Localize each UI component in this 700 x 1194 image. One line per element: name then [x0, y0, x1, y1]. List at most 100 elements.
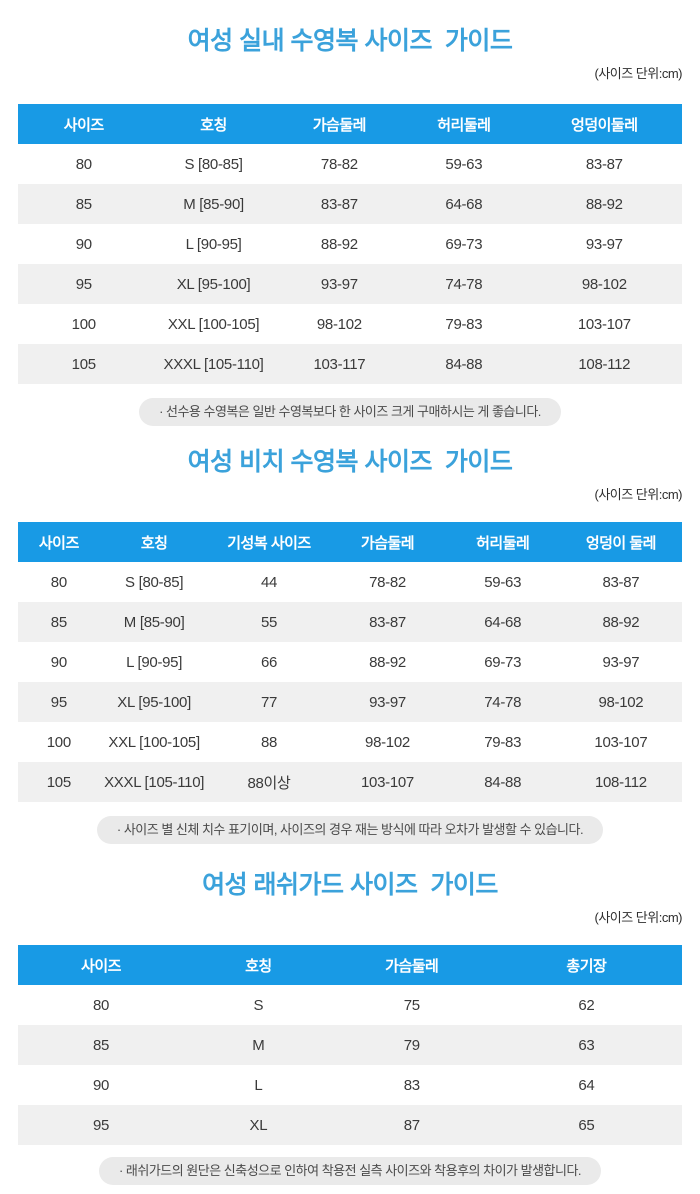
table-row: 95 XL [95-100] 77 93-97 74-78 98-102: [18, 682, 682, 722]
table-cell: 79-83: [445, 315, 483, 333]
table-cell: 78-82: [369, 573, 406, 591]
note-row: · 사이즈 별 신체 치수 표기이며, 사이즈의 경우 재는 방식에 따라 오차…: [0, 816, 700, 844]
table-cell: 85: [18, 184, 150, 224]
table-cell: 98-102: [559, 682, 682, 722]
note-pill: · 래쉬가드의 원단은 신축성으로 인하여 착용전 실측 사이즈와 착용후의 차…: [98, 1157, 602, 1185]
table-row: 80 S [80-85] 78-82 59-63 83-87: [18, 144, 682, 184]
section-rashguard: 여성 래쉬가드 사이즈 가이드 (사이즈 단위:cm) 사이즈 호칭 가슴둘레 총기장…: [0, 870, 700, 1185]
column-header: 가슴둘레: [329, 522, 446, 562]
table-cell: 93-97: [329, 682, 446, 722]
table-cell: 100: [46, 733, 71, 751]
table-cell: 80: [92, 996, 110, 1014]
table-cell: 59-63: [445, 155, 483, 173]
column-header: 기성복 사이즈: [208, 522, 330, 562]
table-cell: 103-117: [277, 344, 402, 384]
table-cell: XXXL [105-110]: [149, 344, 278, 384]
table-cell: 69-73: [484, 653, 522, 671]
table-cell: 84-88: [401, 344, 527, 384]
table-row: 90 L [90-95] 66 88-92 69-73 93-97: [18, 642, 682, 682]
table-cell: 98-102: [365, 733, 410, 751]
table-row: 100 XXL [100-105] 98-102 79-83 103-107: [18, 304, 682, 344]
column-header: 엉덩이둘레: [526, 104, 682, 144]
column-header: 총기장: [490, 945, 682, 985]
table-cell: 64-68: [401, 184, 527, 224]
table-cell: 93-97: [277, 264, 402, 304]
unit-label: (사이즈 단위:cm): [594, 487, 682, 502]
column-header: 사이즈: [18, 104, 150, 144]
table-cell: XXXL [105-110]: [99, 762, 209, 802]
table-cell: 74-78: [401, 264, 527, 304]
table-cell: 103-107: [594, 733, 648, 751]
column-header: 가슴둘레: [277, 104, 402, 144]
table-cell: 69-73: [445, 235, 483, 253]
table-cell: 88-92: [559, 602, 682, 642]
note-pill: · 사이즈 별 신체 치수 표기이며, 사이즈의 경우 재는 방식에 따라 오차…: [96, 816, 604, 844]
table-cell: 95: [18, 682, 100, 722]
table-cell: XXL [100-105]: [167, 315, 260, 333]
table-cell: 83-87: [585, 155, 623, 173]
unit-label: (사이즈 단위:cm): [594, 910, 682, 925]
table-cell: XL [95-100]: [149, 264, 278, 304]
table-cell: XL: [184, 1105, 333, 1145]
table-cell: 108-112: [559, 762, 682, 802]
table-cell: 64: [578, 1076, 595, 1094]
size-table-indoor: 사이즈 호칭 가슴둘레 허리둘레 엉덩이둘레 80 S [80-85] 78-82 59-63 8…: [18, 104, 682, 384]
table-cell: 95: [18, 264, 150, 304]
table-cell: 90: [75, 235, 92, 253]
section-beach-swimsuit: 여성 비치 수영복 사이즈 가이드 (사이즈 단위:cm) 사이즈 호칭 기성복 사…: [0, 447, 700, 844]
table-cell: 90: [92, 1076, 110, 1094]
section-title-rashguard: 여성 래쉬가드 사이즈 가이드: [202, 871, 498, 899]
column-header: 허리둘레: [445, 522, 560, 562]
table-cell: M [85-90]: [99, 602, 209, 642]
table-row: 80 S [80-85] 44 78-82 59-63 83-87: [18, 562, 682, 602]
column-header: 엉덩이 둘레: [559, 522, 682, 562]
column-header: 사이즈: [18, 945, 184, 985]
note-pill: · 선수용 수영복은 일반 수영복보다 한 사이즈 크게 구매하시는 게 좋습니…: [139, 398, 561, 426]
table-cell: 83: [403, 1076, 420, 1094]
table-cell: L: [254, 1076, 263, 1094]
table-cell: 95: [18, 1105, 184, 1145]
column-header: 사이즈: [18, 522, 100, 562]
column-header: 호칭: [184, 945, 333, 985]
table-cell: 105: [18, 762, 100, 802]
size-table-beach: 사이즈 호칭 기성복 사이즈 가슴둘레 허리둘레 엉덩이 둘레 80 S [80-85] 44 7…: [18, 522, 682, 802]
table-cell: M [85-90]: [149, 184, 278, 224]
table-cell: 105: [18, 344, 150, 384]
note-row: · 선수용 수영복은 일반 수영복보다 한 사이즈 크게 구매하시는 게 좋습니…: [0, 398, 700, 426]
table-cell: 83-87: [277, 184, 402, 224]
table-cell: 59-63: [484, 573, 522, 591]
column-header: 허리둘레: [401, 104, 527, 144]
table-cell: 75: [403, 996, 420, 1014]
header-row: 사이즈 호칭 가슴둘레 허리둘레 엉덩이둘레: [18, 104, 682, 144]
header-row: 사이즈 호칭 기성복 사이즈 가슴둘레 허리둘레 엉덩이 둘레: [18, 522, 682, 562]
table-cell: 80: [50, 573, 67, 591]
table-cell: 55: [208, 602, 330, 642]
unit-label: (사이즈 단위:cm): [594, 66, 682, 81]
table-cell: 88이상: [208, 762, 330, 802]
table-cell: 98-102: [316, 315, 362, 333]
table-cell: 88-92: [320, 235, 358, 253]
table-row: 90 L 83 64: [18, 1065, 682, 1105]
table-cell: 88-92: [526, 184, 682, 224]
column-header: 호칭: [149, 104, 278, 144]
table-cell: XXL [100-105]: [108, 733, 200, 751]
section-title-beach: 여성 비치 수영복 사이즈 가이드: [187, 448, 513, 476]
table-cell: 103-107: [577, 315, 631, 333]
table-cell: 80: [75, 155, 92, 173]
table-cell: 79: [332, 1025, 491, 1065]
table-row: 105 XXXL [105-110] 103-117 84-88 108-112: [18, 344, 682, 384]
table-cell: M: [184, 1025, 333, 1065]
table-cell: 88-92: [369, 653, 406, 671]
table-cell: 93-97: [585, 235, 623, 253]
table-row: 80 S 75 62: [18, 985, 682, 1025]
table-cell: 64-68: [445, 602, 560, 642]
table-cell: 108-112: [526, 344, 682, 384]
table-cell: 84-88: [445, 762, 560, 802]
table-row: 95 XL 87 65: [18, 1105, 682, 1145]
table-cell: 98-102: [526, 264, 682, 304]
table-cell: 93-97: [602, 653, 640, 671]
table-row: 105 XXXL [105-110] 88이상 103-107 84-88 108-112: [18, 762, 682, 802]
table-cell: 88: [260, 733, 278, 751]
table-cell: 100: [71, 315, 96, 333]
